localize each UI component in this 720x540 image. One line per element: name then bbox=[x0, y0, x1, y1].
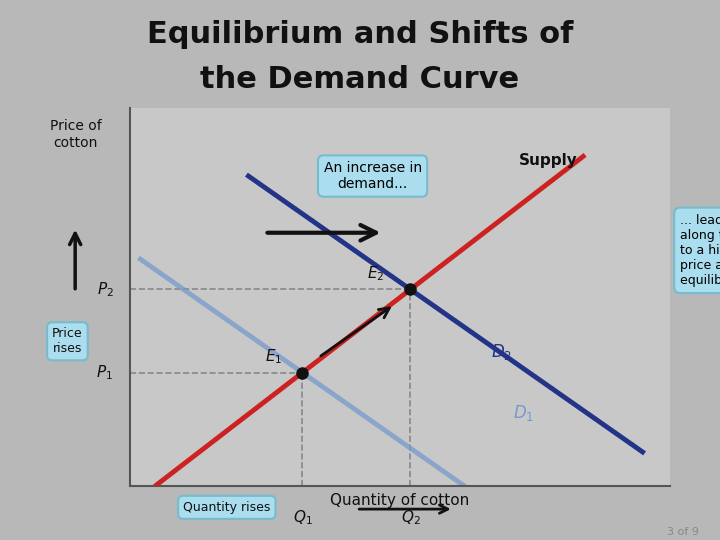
Text: $D_1$: $D_1$ bbox=[513, 403, 534, 423]
X-axis label: Quantity of cotton: Quantity of cotton bbox=[330, 493, 469, 508]
Text: $P_1$: $P_1$ bbox=[96, 363, 114, 382]
Text: Price of
cotton: Price of cotton bbox=[50, 119, 102, 150]
Text: $E_2$: $E_2$ bbox=[367, 264, 384, 283]
Text: Supply: Supply bbox=[518, 153, 577, 168]
Text: Price
rises: Price rises bbox=[52, 327, 83, 355]
Text: $D_2$: $D_2$ bbox=[491, 342, 513, 362]
Text: $P_2$: $P_2$ bbox=[96, 280, 114, 299]
Text: the Demand Curve: the Demand Curve bbox=[200, 65, 520, 94]
Text: An increase in
demand...: An increase in demand... bbox=[323, 161, 422, 191]
Text: Quantity rises: Quantity rises bbox=[183, 501, 271, 514]
Text: $Q_1$: $Q_1$ bbox=[292, 509, 312, 528]
Text: $Q_2$: $Q_2$ bbox=[400, 509, 420, 528]
Text: 3 of 9: 3 of 9 bbox=[667, 527, 698, 537]
Text: Equilibrium and Shifts of: Equilibrium and Shifts of bbox=[147, 19, 573, 49]
Text: ... leads to a movement
along the supply curve due
to a higher equilibrium
price: ... leads to a movement along the supply… bbox=[680, 214, 720, 287]
Text: $E_1$: $E_1$ bbox=[265, 347, 282, 366]
